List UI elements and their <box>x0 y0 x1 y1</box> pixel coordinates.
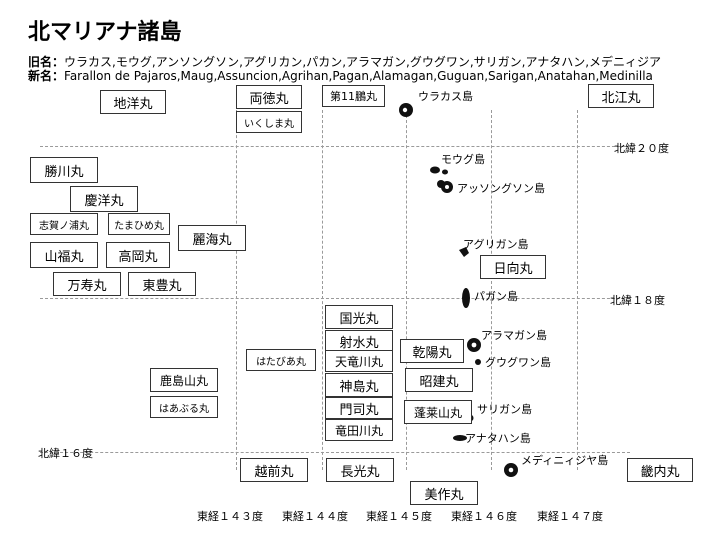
ship-box-hokko: 北江丸 <box>588 84 654 108</box>
ship-box-ryutagawa: 竜田川丸 <box>325 419 393 441</box>
island-label-sarigan: サリガン島 <box>477 403 532 416</box>
longitude-label-144: 東経１４４度 <box>282 510 348 523</box>
ship-box-tenryugawa: 天竜川丸 <box>325 350 393 372</box>
ship-box-haaburu: はあぶる丸 <box>150 396 218 418</box>
longitude-label-147: 東経１４７度 <box>537 510 603 523</box>
ship-box-kinai: 畿内丸 <box>627 458 693 482</box>
island-label-pagan: パガン島 <box>474 290 518 303</box>
island-shape-asuncion <box>441 181 453 193</box>
new-names-row: 新名：Farallon de Pajaros,Maug,Assuncion,Ag… <box>28 67 653 84</box>
ship-box-keiyo: 慶洋丸 <box>70 186 138 212</box>
meridian-144 <box>322 110 323 470</box>
ship-box-ikushima: いくしま丸 <box>236 111 302 133</box>
island-label-guguan: グウグワン島 <box>485 356 551 369</box>
island-shape-guguan <box>475 359 481 365</box>
island-shape-agrihan <box>459 247 469 257</box>
ship-box-shasui: 射水丸 <box>325 330 393 352</box>
latitude-label-18: 北緯１８度 <box>610 294 665 307</box>
meridian-147 <box>577 110 578 470</box>
ship-box-kokko: 国光丸 <box>325 305 393 329</box>
new-names-value: Farallon de Pajaros,Maug,Assuncion,Agrih… <box>64 69 653 83</box>
ship-box-yamafuku: 山福丸 <box>30 242 98 268</box>
meridian-143 <box>236 110 237 470</box>
island-label-asuncion: アッソングソン島 <box>457 182 545 195</box>
ship-box-chiyo: 地洋丸 <box>100 90 166 114</box>
parallel-18 <box>40 298 630 299</box>
ship-box-kenyo: 乾陽丸 <box>400 339 464 363</box>
island-shape-alamagan <box>467 338 481 352</box>
ship-box-moji: 門司丸 <box>325 397 393 419</box>
island-shape-pagan <box>462 288 470 308</box>
parallel-20 <box>40 146 630 147</box>
ship-box-shiganoura: 志賀ノ浦丸 <box>30 213 98 235</box>
ship-box-hyuga: 日向丸 <box>480 255 546 279</box>
old-names-row: 旧名：ウラカス,モウグ,アンソングソン,アグリカン,パカン,アラマガン,グウグワ… <box>28 53 661 70</box>
ship-box-ryotoku: 両徳丸 <box>236 85 302 109</box>
island-label-anatahan: アナタハン島 <box>465 432 531 445</box>
ship-box-kashimayama: 鹿島山丸 <box>150 368 218 392</box>
new-names-label: 新名： <box>28 69 65 83</box>
ship-box-shoken: 昭建丸 <box>405 368 473 392</box>
ship-box-manju: 万寿丸 <box>53 272 121 296</box>
longitude-label-143: 東経１４３度 <box>197 510 263 523</box>
ship-box-takaoka: 高岡丸 <box>106 242 170 268</box>
island-label-farallon-de-pajaros: ウラカス島 <box>418 90 473 103</box>
island-shape-anatahan <box>453 435 467 441</box>
ship-box-toho: 東豊丸 <box>128 272 196 296</box>
longitude-label-146: 東経１４６度 <box>451 510 517 523</box>
ship-box-reikai: 麗海丸 <box>178 225 246 251</box>
meridian-145 <box>406 110 407 470</box>
meridian-146 <box>491 110 492 470</box>
latitude-label-16: 北緯１６度 <box>38 447 93 460</box>
island-label-maug: モウグ島 <box>441 153 485 166</box>
island-shape-medinilla <box>504 463 518 477</box>
ship-box-katsukawa: 勝川丸 <box>30 157 98 183</box>
island-shape-maug <box>430 166 448 188</box>
island-label-alamagan: アラマガン島 <box>481 329 547 342</box>
ship-box-tamahime: たまひめ丸 <box>108 213 170 235</box>
ship-box-dai11: 第11鵬丸 <box>322 85 385 107</box>
island-label-agrihan: アグリガン島 <box>463 238 529 251</box>
island-shape-farallon-de-pajaros <box>399 103 413 117</box>
ship-box-horaisan: 蓬莱山丸 <box>404 400 472 424</box>
ship-box-mimasaka: 美作丸 <box>410 481 478 505</box>
ship-box-choko: 長光丸 <box>326 458 394 482</box>
longitude-label-145: 東経１４５度 <box>366 510 432 523</box>
old-names-value: ウラカス,モウグ,アンソングソン,アグリカン,パカン,アラマガン,グウグワン,サ… <box>64 55 662 69</box>
latitude-label-20: 北緯２０度 <box>614 142 669 155</box>
ship-box-echizen: 越前丸 <box>240 458 308 482</box>
ship-box-kamishima: 神島丸 <box>325 373 393 397</box>
ship-box-hatabia: はたびあ丸 <box>246 349 316 371</box>
old-names-label: 旧名： <box>28 55 65 69</box>
island-label-medinilla: メディニィジヤ島 <box>521 454 609 467</box>
parallel-16 <box>40 452 630 453</box>
page-title: 北マリアナ諸島 <box>28 20 182 45</box>
